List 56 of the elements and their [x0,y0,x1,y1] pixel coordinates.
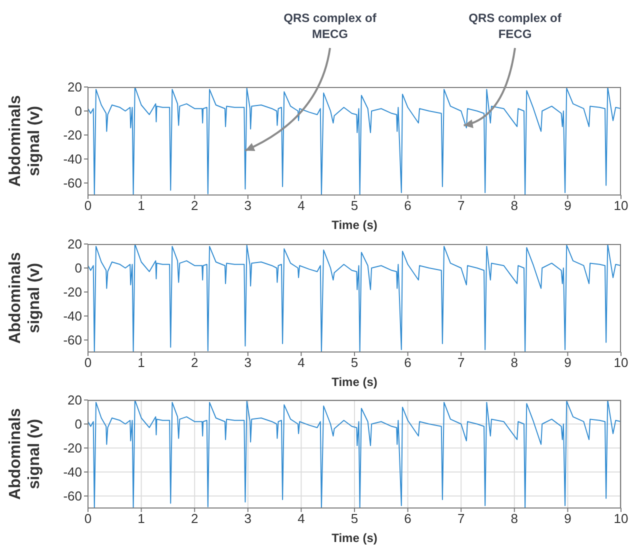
x-tick-label: 2 [190,355,198,370]
x-tick-label: 7 [457,198,465,214]
y-tick-label: 0 [74,416,82,432]
x-tick-label: 10 [614,511,628,526]
y-tick-label: 0 [74,260,82,276]
x-tick-label: 3 [244,198,252,214]
x-tick-label: 1 [138,355,145,370]
y-axis-title: Abdominals signal (v) [7,408,43,500]
x-tick-label: 3 [244,511,252,526]
x-tick-label: 8 [510,355,518,370]
x-tick-label: 9 [564,198,572,214]
x-tick-label: 0 [84,355,92,370]
x-tick-label: 3 [244,355,252,370]
y-tick-label: -60 [63,176,82,191]
y-tick-label: 20 [68,236,82,252]
x-tick-label: 5 [350,355,358,370]
x-tick-label: 10 [614,355,628,370]
x-tick-label: 6 [404,198,412,214]
y-tick-label: -60 [63,488,82,504]
x-tick-label: 2 [190,511,198,526]
x-tick-label: 9 [564,511,572,526]
x-tick-label: 0 [84,511,92,526]
y-axis-title: Abdominals signal (v) [7,252,43,344]
x-tick-label: 2 [190,198,198,214]
x-tick-label: 4 [298,355,305,370]
x-tick-label: 5 [350,511,358,526]
x-tick-label: 6 [404,511,412,526]
x-tick-label: 10 [614,198,628,214]
y-tick-label: 20 [68,392,82,408]
x-tick-label: 8 [510,511,518,526]
x-tick-label: 7 [457,355,465,370]
x-tick-label: 4 [298,198,305,214]
y-tick-label: 0 [74,104,82,119]
x-axis-title: Time (s) [332,531,378,545]
x-tick-label: 9 [564,355,572,370]
y-tick-label: -60 [63,332,82,348]
y-tick-label: -40 [63,308,82,324]
x-tick-label: 4 [298,511,305,526]
y-tick-label: 20 [68,80,82,95]
annotation: QRS complex of MECG [282,10,378,42]
annotation: QRS complex of FECG [468,10,562,42]
y-axis-title: Abdominals signal (v) [7,95,43,187]
x-tick-label: 1 [138,511,145,526]
y-tick-label: -20 [63,128,82,143]
x-tick-label: 8 [510,198,518,214]
y-tick-label: -40 [63,464,82,480]
x-tick-label: 0 [84,198,92,214]
x-tick-label: 7 [457,511,465,526]
y-tick-label: -40 [63,152,82,167]
y-tick-label: -20 [63,284,82,300]
x-axis-title: Time (s) [332,375,378,389]
x-tick-label: 1 [138,198,145,214]
x-tick-label: 6 [404,355,412,370]
x-tick-label: 5 [350,198,358,214]
y-tick-label: -20 [63,440,82,456]
x-axis-title: Time (s) [332,218,378,232]
